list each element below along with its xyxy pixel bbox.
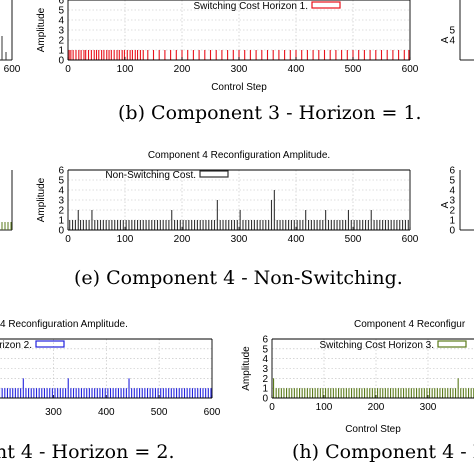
x-tick-label: 300 <box>231 234 248 245</box>
y-tick-label: 3 <box>58 196 64 207</box>
x-tick-label: 400 <box>98 407 115 418</box>
legend-label: orizon 2. <box>0 340 32 351</box>
x-tick-label: 100 <box>117 234 134 245</box>
figure-caption: nt 4 - Horizon = 2. <box>0 441 174 463</box>
y-tick-label: 1 <box>58 216 64 227</box>
figure-caption: (e) Component 4 - Non-Switching. <box>74 267 403 289</box>
panel-g-component4-horizon2: 300 400 500 600 4 Reconfiguration Amplitude.… <box>0 319 221 463</box>
y-tick-label: 4 <box>58 186 64 197</box>
figure-caption: (b) Component 3 - Horizon = 1. <box>118 102 422 124</box>
y-tick-label: 3 <box>262 364 268 375</box>
x-tick-label: 500 <box>345 234 362 245</box>
chart-title: 4 Reconfiguration Amplitude. <box>0 319 128 330</box>
y-axis-label: Amplitude <box>241 346 252 391</box>
x-tick-label: 0 <box>65 64 71 75</box>
x-tick-label: 100 <box>316 402 333 413</box>
y-tick-label: 3 <box>58 26 64 37</box>
y-tick-label: 0 <box>58 56 64 67</box>
y-tick-label: 0 <box>262 394 268 405</box>
frag-a-tick: 600 <box>4 64 21 75</box>
x-tick-label: 500 <box>151 407 168 418</box>
y-axis-label: Amplitude <box>36 7 47 52</box>
x-tick-label: 200 <box>368 402 385 413</box>
x-tick-label: 300 <box>231 64 248 75</box>
frag-right-ylabel: A <box>440 201 451 208</box>
y-tick-label: 4 <box>262 354 268 365</box>
y-tick-label: 4 <box>58 16 64 27</box>
x-axis-label: Control Step <box>211 82 267 93</box>
y-tick-label: 6 <box>58 0 64 7</box>
x-tick-label: 0 <box>65 234 71 245</box>
figure-caption: (h) Component 4 - H <box>292 441 474 463</box>
legend-label: Non-Switching Cost. <box>105 170 196 181</box>
y-tick-label: 6 <box>262 335 268 346</box>
x-tick-label: 300 <box>420 402 437 413</box>
x-tick-label: 500 <box>345 64 362 75</box>
chart-title: Component 4 Reconfiguration Amplitude. <box>148 150 330 161</box>
x-tick-label: 0 <box>269 402 275 413</box>
frag-right-ylabel: A <box>440 36 451 43</box>
y-tick-label: 1 <box>262 384 268 395</box>
y-axis-label: Amplitude <box>36 177 47 222</box>
y-tick-label: 5 <box>58 176 64 187</box>
y-tick-label: 2 <box>262 374 268 385</box>
y-tick-label: 2 <box>58 206 64 217</box>
frag-right-tick: 1 <box>449 216 455 227</box>
x-tick-label: 600 <box>204 407 221 418</box>
y-tick-label: 0 <box>58 226 64 237</box>
x-tick-label: 400 <box>288 64 305 75</box>
frag-right-tick: 4 <box>449 36 455 47</box>
x-axis-label: Control Step <box>345 424 401 435</box>
x-tick-label: 200 <box>174 234 191 245</box>
legend-swatch <box>311 1 341 9</box>
x-tick-label: 200 <box>174 64 191 75</box>
legend-swatch <box>199 170 229 178</box>
x-tick-label: 600 <box>402 64 419 75</box>
y-tick-label: 6 <box>58 166 64 177</box>
legend-swatch <box>437 340 467 348</box>
legend-label: Switching Cost Horizon 3. <box>320 340 435 351</box>
frag-right-tick: 5 <box>449 176 455 187</box>
frag-right-tick: 6 <box>449 166 455 177</box>
legend-label: Switching Cost Horizon 1. <box>194 1 309 12</box>
frag-right-tick: 3 <box>449 196 455 207</box>
frag-right-tick: 0 <box>449 226 455 237</box>
x-tick-label: 100 <box>117 64 134 75</box>
x-tick-label: 600 <box>402 234 419 245</box>
y-tick-label: 5 <box>58 6 64 17</box>
chart-title: Component 4 Reconfigur <box>354 319 466 330</box>
y-tick-label: 1 <box>58 46 64 57</box>
legend-swatch <box>35 340 65 348</box>
x-tick-label: 400 <box>288 234 305 245</box>
x-tick-label: 300 <box>45 407 62 418</box>
frag-right-tick: 4 <box>449 186 455 197</box>
left-edge-fragments: 600 <box>0 0 21 231</box>
frag-right-tick: 5 <box>449 26 455 37</box>
y-tick-label: 5 <box>262 344 268 355</box>
y-tick-label: 2 <box>58 36 64 47</box>
frag-right-tick: 2 <box>449 206 455 217</box>
